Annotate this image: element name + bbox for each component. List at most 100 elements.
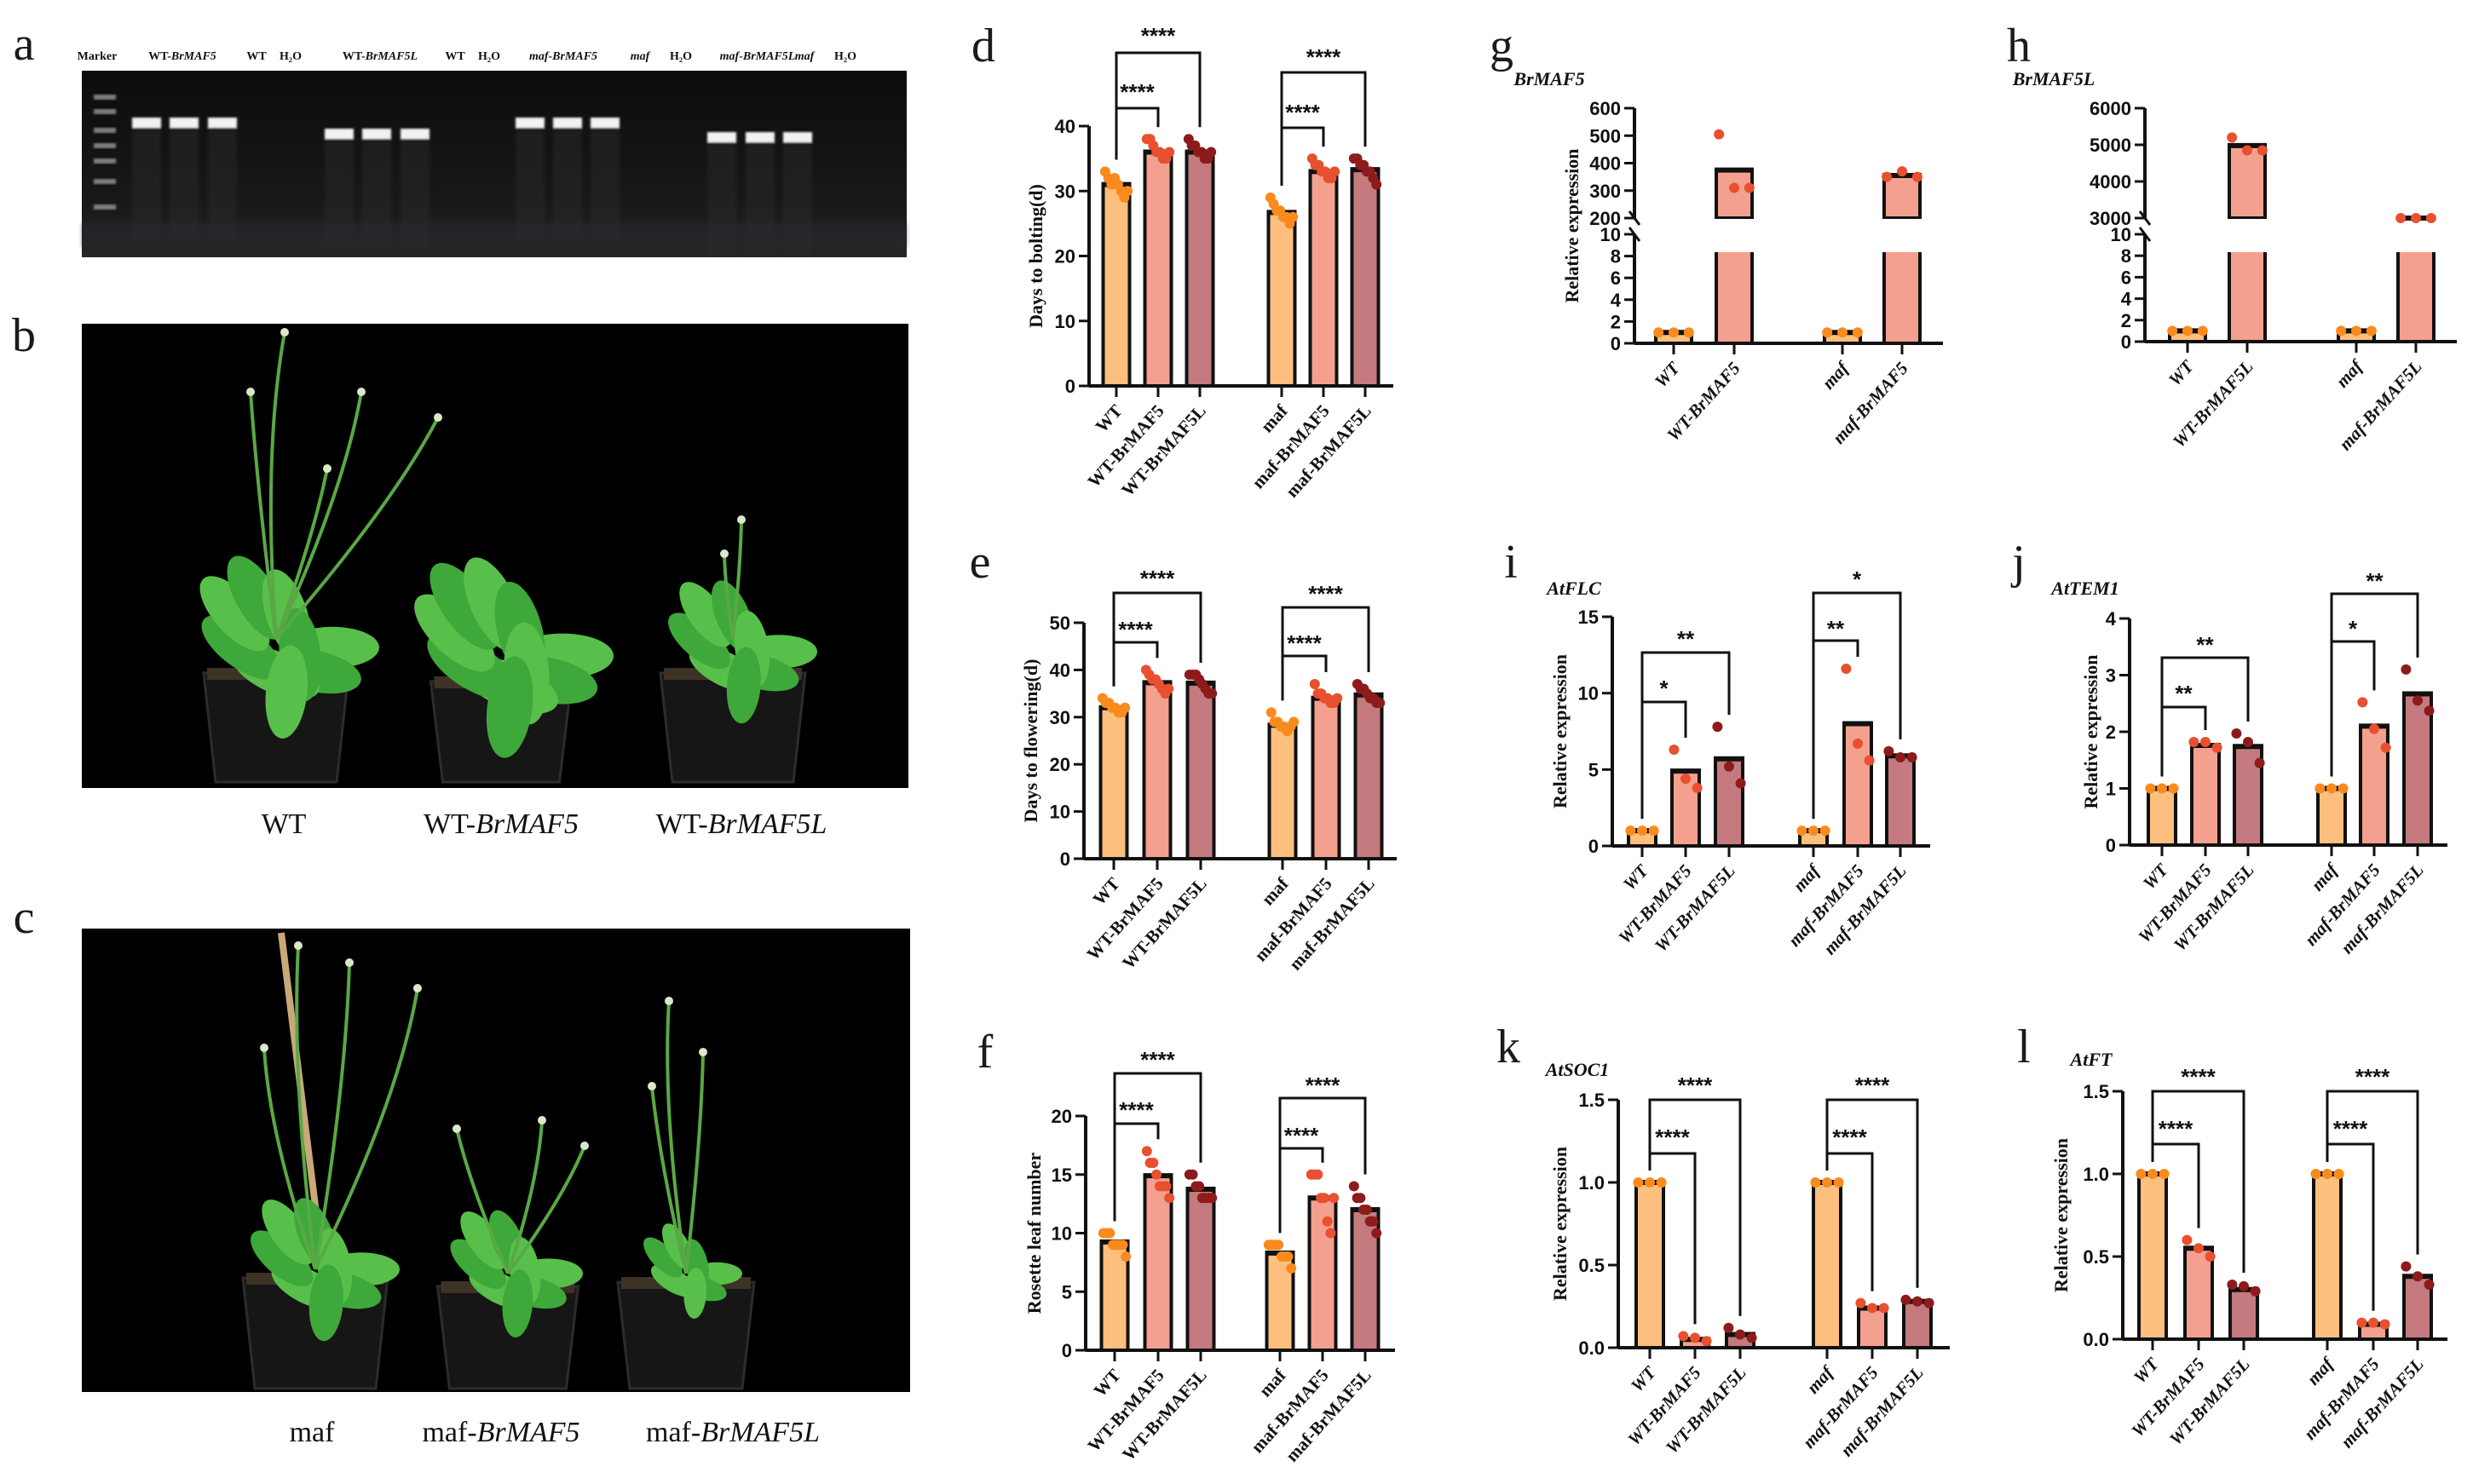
bar-maf-BrMAF5 [1306,153,1340,388]
gel-electrophoresis-image [82,71,907,257]
data-point [2167,325,2178,336]
inflorescence-stem [268,331,286,640]
bar-maf [1265,192,1299,388]
data-point [2243,736,2253,747]
chart-e: Days to flowering(d)WTWT-BrMAF5WT-BrMAF5… [1020,566,1397,975]
data-point [2254,757,2265,768]
bar-maf-BrMAF5 [1309,679,1343,861]
category-label: maf [2332,355,2367,392]
chart-title: AtFT [2069,1049,2113,1070]
data-point [1822,1177,1832,1188]
bar-maf [1265,707,1300,861]
gel-lane-label: H₂O [478,50,500,63]
data-point [1348,1181,1359,1192]
lane-label-italic: maf [631,50,651,63]
data-point [1206,147,1217,158]
data-point [2412,695,2423,706]
y-tick-label: 4000 [2090,171,2131,193]
leaf [450,1239,506,1289]
inflorescence-stem [314,987,419,1270]
axis-break-gap [2226,219,2268,233]
significance-label: **** [1832,1125,1867,1150]
primer-dimer-band [82,223,907,247]
y-tick-label: 15 [1578,607,1599,628]
significance-label: **** [1118,617,1153,642]
data-point [2168,783,2179,794]
category-label: WT-BrMAF5L [1662,1362,1750,1458]
y-tick-label: 15 [1052,1165,1072,1186]
data-point [1207,688,1218,699]
significance-label: **** [1655,1125,1690,1150]
y-tick-label: 0 [1060,848,1070,870]
data-point [1735,1329,1745,1340]
bar-maf-BrMAF5L [1348,153,1382,388]
pcr-band [516,118,545,129]
leaf [726,647,761,724]
data-point [2182,325,2193,336]
bar-rect [1185,681,1216,860]
significance-label: **** [2159,1116,2193,1142]
chart-title: AtFLC [1545,578,1601,599]
significance-label: **** [1141,23,1176,49]
data-point [1714,129,1725,140]
pcr-band [707,132,736,143]
pcr-band [170,118,199,129]
lane-label-italic: maf-BrMAF5L [720,50,796,63]
significance-bracket [1640,651,1731,820]
lane-label-plain: H₂O [670,50,692,63]
significance-label: **** [1306,44,1341,70]
data-point [1855,1297,1866,1309]
significance-label: **** [1678,1073,1713,1098]
bar-maf-BrMAF5 [1841,663,1875,848]
data-point [1633,1177,1644,1188]
y-tick-label: 300 [1589,181,1621,202]
leaf [199,576,270,652]
inflorescence-stem [295,945,317,1270]
lane-smear [591,129,620,240]
y-tick-label: 5 [1588,759,1599,780]
data-point [2182,1234,2193,1245]
lane-smear [553,129,582,240]
data-point [2227,1279,2238,1290]
bar-maf-BrMAF5L [1900,1294,1934,1350]
bar-WT [1099,166,1133,388]
bar-rect [2190,743,2221,848]
caption-italic: BrMAF5L [700,1417,820,1448]
inflorescence-stem [650,1085,688,1274]
y-axis-label: Relative expression [2080,654,2101,808]
bar-rect [1143,150,1173,388]
y-axis-label: Relative expression [2050,1138,2072,1292]
category-label: maf [1254,1365,1290,1401]
lane-label-plain: WT [445,50,465,63]
significance-label: ** [2175,681,2193,706]
y-tick-label: 1 [2106,779,2116,800]
significance-bracket [1112,591,1202,687]
data-point [1283,1251,1294,1262]
pcr-band [132,118,161,129]
leaf [251,1230,314,1287]
lane-label-italic: maf [795,50,816,63]
data-point [1911,171,1922,182]
data-point [2411,213,2421,223]
category-label: WT [2165,355,2199,389]
y-axis-label: Rosette leaf number [1023,1153,1045,1314]
flower-bud [580,1142,589,1150]
data-point [1897,166,1907,177]
leaf [502,1269,533,1337]
flower-bud [538,1116,546,1125]
data-point [1723,1322,1734,1333]
pcr-band [746,132,775,143]
caption-italic: BrMAF5L [708,808,827,840]
bar-rect [1350,168,1381,388]
data-point [2205,1251,2216,1262]
data-point [2257,145,2268,156]
data-point [2338,783,2349,794]
gel-lane-label: maf [795,50,816,63]
category-label: WT [1619,860,1653,894]
data-point [1819,825,1830,837]
significance-bracket [2330,592,2419,777]
data-point [1833,1177,1844,1188]
gel-lane-label: WT-BrMAF5L [343,50,418,63]
